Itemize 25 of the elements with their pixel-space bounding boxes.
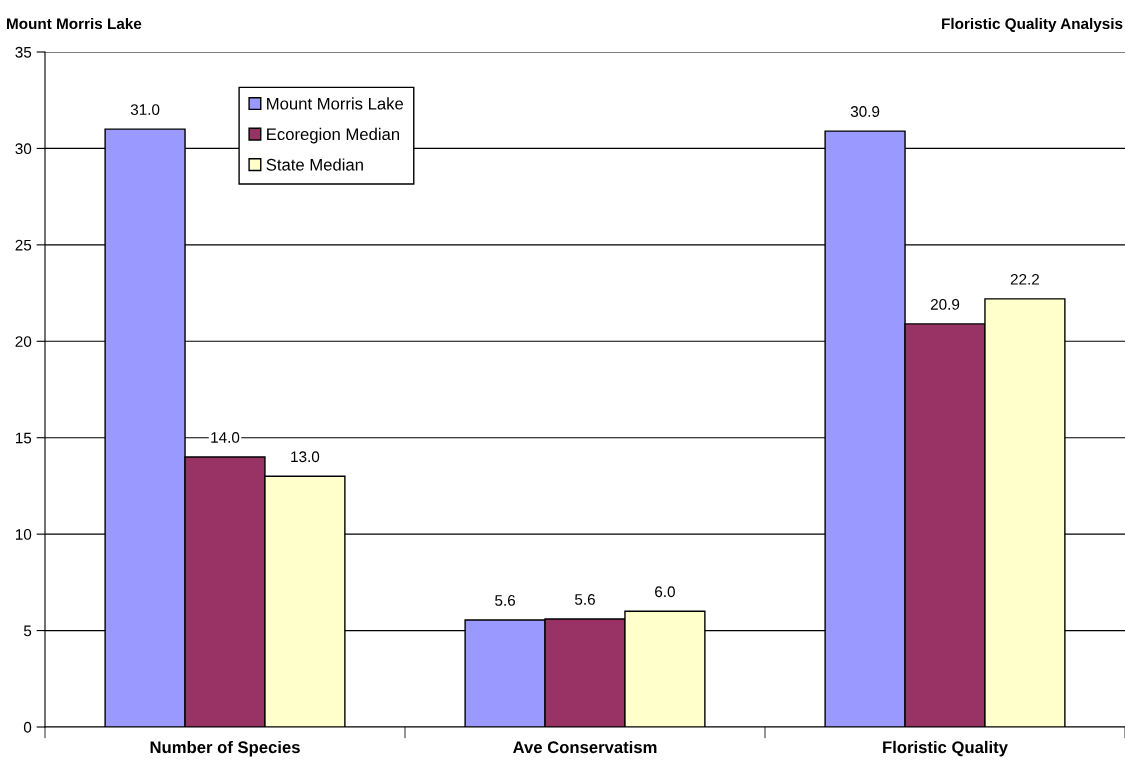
y-tick-label: 30 xyxy=(15,143,32,155)
x-tick-label: Number of Species xyxy=(150,740,300,757)
x-tick-label: Ave Conservatism xyxy=(513,740,657,754)
data-label: 14.0 xyxy=(211,432,240,443)
legend-label: State Median xyxy=(266,158,363,171)
data-label: 6.0 xyxy=(655,586,675,598)
y-tick-label: 20 xyxy=(15,336,32,347)
data-label: 20.9 xyxy=(930,298,960,310)
data-label: 13.0 xyxy=(291,451,320,463)
y-tick-label: 35 xyxy=(15,46,32,58)
legend-label: Mount Morris Lake xyxy=(267,97,404,110)
data-label: 5.6 xyxy=(574,594,595,605)
chart-subtitle: Floristic Quality Analysis xyxy=(942,17,1123,33)
data-label: 31.0 xyxy=(130,104,160,116)
y-tick-label: 15 xyxy=(15,432,32,444)
y-tick-label: 10 xyxy=(15,529,32,540)
y-tick-label: 5 xyxy=(23,625,32,637)
data-label: 22.2 xyxy=(1010,273,1040,285)
legend-label: Ecoregion Median xyxy=(267,127,400,144)
y-tick-label: 25 xyxy=(15,239,32,251)
data-label: 5.6 xyxy=(495,595,516,606)
x-tick-label: Floristic Quality xyxy=(883,740,1008,757)
chart-title: Mount Morris Lake xyxy=(7,17,142,30)
data-label: 30.9 xyxy=(850,106,880,117)
y-tick-label: 0 xyxy=(23,721,32,733)
